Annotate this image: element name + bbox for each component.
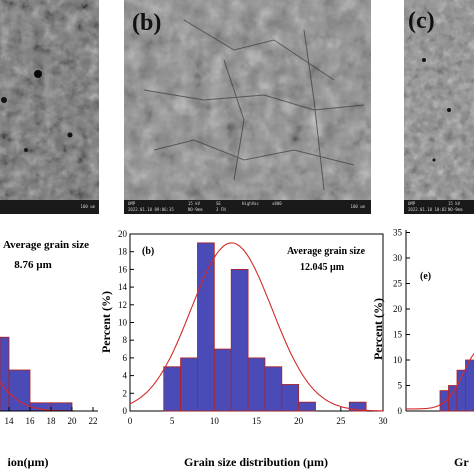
- y-tick-label: 6: [123, 353, 128, 363]
- histogram-e: 0 5 10 15 20 25 30 35 (e) Percent (%) Gr: [371, 228, 474, 469]
- xlabel-b: Grain size distribution (µm): [184, 455, 328, 469]
- y-ticks-b: 0 2 4 6 8 10 12 14 16 18 20: [118, 229, 134, 416]
- bars-e: [439, 359, 474, 412]
- avg-value-a: 8.76 µm: [14, 259, 52, 271]
- y-tick-label: 20: [118, 229, 128, 239]
- sem-footer-c: UMP 2022.01.10 10:02 15 kV NO-9mm: [404, 200, 474, 214]
- sem-texture-c: [404, 0, 474, 200]
- y-tick-label: 4: [123, 371, 128, 381]
- avg-title-b: Average grain size: [287, 246, 366, 257]
- histogram-bar: [281, 384, 300, 412]
- y-tick-label: 35: [393, 228, 403, 238]
- x-tick-label: 30: [379, 416, 389, 426]
- y-tick-label: 8: [123, 335, 128, 345]
- y-tick-label: 30: [393, 253, 403, 263]
- sem-footer-a: 100 um: [0, 200, 99, 214]
- y-tick-label: 18: [118, 247, 128, 257]
- panel-label-b: (b): [132, 10, 162, 36]
- x-tick-label: 20: [68, 416, 78, 426]
- histogram-bar: [264, 366, 283, 412]
- y-tick-label: 0: [123, 406, 128, 416]
- x-tick-label: 25: [336, 416, 346, 426]
- histogram-bar: [247, 357, 266, 412]
- histogram-bar: [163, 366, 182, 412]
- sem-image-a: 100 um: [0, 0, 99, 214]
- histogram-b: 0 2 4 6 8 10 12 14 16 18 20 0 5 10 15 20 25 30 (b) Avera…: [100, 229, 389, 469]
- date-label: 2022.01.10 10:02: [408, 207, 447, 212]
- scale-label: 100 um: [350, 204, 365, 209]
- sem-texture-a: [0, 0, 99, 200]
- histogram-a: Average grain size 8.76 µm 14 16 18 20 22 io…: [0, 239, 98, 469]
- kv-label: 15 kV: [188, 201, 201, 206]
- ylabel-b: Percent (%): [100, 291, 113, 353]
- x-tick-label: 15: [252, 416, 262, 426]
- date-label: 2022.01.10 09:06:35: [128, 207, 174, 212]
- spot-label: 3 FN: [216, 207, 226, 212]
- operator-label: UMP: [128, 201, 136, 206]
- sem-image-c: (c) UMP 2022.01.10 10:02 15 kV NO-9mm: [404, 0, 474, 214]
- histogram-bar: [465, 359, 474, 412]
- y-ticks-e: 0 5 10 15 20 25 30 35: [393, 228, 410, 416]
- y-tick-label: 25: [393, 279, 403, 289]
- det-label: NO-9mm: [448, 207, 463, 212]
- x-ticks-a: 14 16 18 20 22: [5, 407, 98, 426]
- bars-b: [163, 242, 367, 412]
- xlabel-e: Gr: [454, 455, 469, 469]
- y-tick-label: 14: [118, 282, 128, 292]
- fit-curve-e: [405, 353, 474, 410]
- operator-label: UMP: [408, 201, 416, 206]
- avg-value-b: 12.045 µm: [300, 262, 345, 273]
- histogram-bar: [180, 357, 198, 412]
- panel-label-hist-e: (e): [420, 271, 431, 282]
- wd-label: SE: [216, 201, 221, 206]
- y-tick-label: 20: [393, 304, 403, 314]
- kv-label: 15 kV: [448, 201, 461, 206]
- x-tick-label: 22: [89, 416, 98, 426]
- x-tick-label: 14: [5, 416, 15, 426]
- panel-label-hist-b: (b): [142, 246, 154, 257]
- y-tick-label: 12: [118, 300, 127, 310]
- histogram-bar: [298, 401, 316, 412]
- sem-texture-b: [124, 0, 371, 200]
- mag-label: x800: [272, 201, 282, 206]
- y-tick-label: 16: [118, 264, 128, 274]
- histogram-bar: [448, 385, 458, 412]
- x-tick-label: 0: [128, 416, 133, 426]
- bars-a: [0, 336, 73, 412]
- x-tick-label: 16: [26, 416, 36, 426]
- x-tick-label: 5: [170, 416, 175, 426]
- xlabel-a: ion(µm): [8, 455, 49, 469]
- det-label: NO-9mm: [188, 207, 203, 212]
- y-tick-label: 2: [123, 388, 128, 398]
- histogram-bar: [50, 402, 73, 412]
- y-tick-label: 5: [398, 381, 403, 391]
- x-tick-label: 10: [210, 416, 220, 426]
- fit-curve-b: [129, 242, 383, 412]
- y-tick-label: 10: [118, 318, 128, 328]
- histogram-bar: [213, 348, 232, 412]
- y-tick-label: 0: [398, 406, 403, 416]
- y-tick-label: 15: [393, 330, 403, 340]
- x-tick-label: 20: [294, 416, 304, 426]
- avg-title-a: Average grain size: [3, 239, 89, 251]
- histogram-bar: [348, 401, 367, 412]
- x-tick-label: 18: [47, 416, 57, 426]
- histogram-bar: [230, 269, 249, 412]
- sem-image-b: (b) UMP 2022.01.10 09:06:35 15 kV NO-9mm…: [124, 0, 371, 214]
- histogram-bar: [439, 390, 449, 412]
- sem-footer-b: UMP 2022.01.10 09:06:35 15 kV NO-9mm SE …: [124, 200, 371, 214]
- panel-label-c: (c): [408, 8, 435, 34]
- histogram-bar: [197, 242, 215, 412]
- histogram-bar: [0, 336, 10, 412]
- y-tick-label: 10: [393, 355, 403, 365]
- mode-label: HighVac: [242, 201, 259, 206]
- scale-label: 100 um: [80, 204, 95, 209]
- ylabel-e: Percent (%): [371, 298, 385, 360]
